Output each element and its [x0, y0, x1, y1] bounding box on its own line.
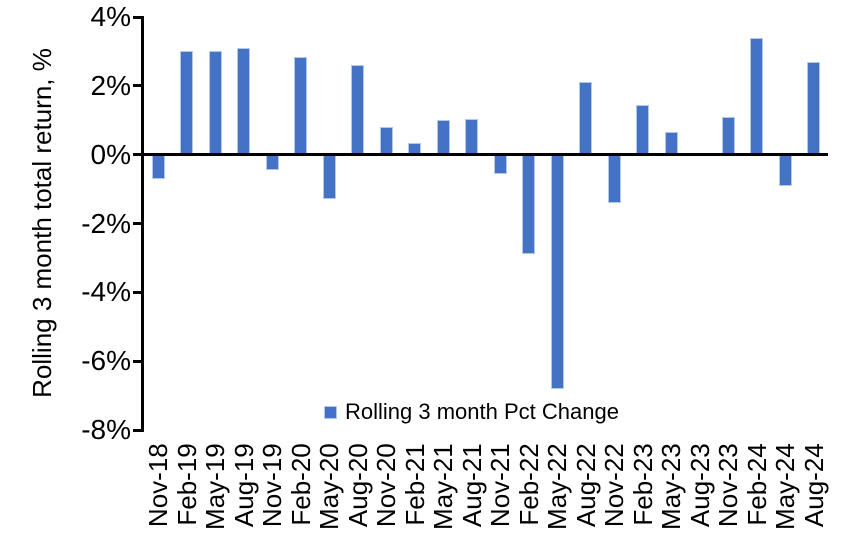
x-label-Feb-22: Feb-22 [513, 443, 544, 526]
bar-May-23 [664, 132, 678, 155]
bar-Aug-20 [351, 65, 365, 155]
legend-label: Rolling 3 month Pct Change [345, 399, 619, 424]
bar-Feb-24 [750, 37, 764, 155]
bar-Feb-19 [180, 51, 194, 155]
x-label-Nov-19: Nov-19 [257, 443, 287, 527]
bar-Feb-22 [522, 154, 536, 255]
x-label-May-21: May-21 [428, 443, 458, 530]
bar-Aug-21 [465, 118, 479, 155]
x-label-Aug-20: Aug-20 [342, 443, 373, 527]
bar-Aug-24 [807, 61, 821, 155]
x-label-Feb-24: Feb-24 [741, 443, 772, 526]
x-label-May-22: May-22 [542, 443, 572, 530]
bar-May-21 [436, 120, 450, 155]
x-label-Feb-20: Feb-20 [285, 443, 316, 526]
y-tick--4% [133, 290, 141, 294]
y-axis-line [141, 15, 144, 432]
bar-Aug-19 [237, 47, 251, 155]
y-label--8%: -8% [81, 414, 131, 445]
x-label-Nov-23: Nov-23 [713, 443, 743, 527]
bar-Feb-23 [636, 104, 650, 155]
bar-Nov-19 [265, 154, 279, 171]
bar-Nov-18 [151, 154, 165, 179]
x-label-Aug-19: Aug-19 [228, 443, 259, 527]
y-tick--2% [133, 222, 141, 225]
x-label-Nov-20: Nov-20 [371, 443, 401, 527]
x-label-May-23: May-23 [656, 443, 686, 530]
y-label--6%: -6% [81, 345, 131, 377]
y-label-0%: 0% [90, 138, 131, 170]
bar-Aug-22 [579, 82, 593, 155]
x-label-Nov-21: Nov-21 [485, 443, 515, 527]
bar-Nov-23 [721, 116, 735, 155]
x-label-May-19: May-19 [200, 443, 230, 530]
y-tick--8% [133, 428, 141, 432]
x-label-Nov-22: Nov-22 [599, 443, 629, 527]
y-tick--6% [133, 359, 141, 363]
x-label-Aug-24: Aug-24 [798, 443, 829, 527]
x-label-Nov-18: Nov-18 [143, 443, 173, 527]
y-tick-4% [133, 15, 141, 19]
x-label-May-24: May-24 [770, 443, 800, 530]
bar-May-20 [322, 154, 336, 200]
legend-swatch-icon [324, 405, 337, 419]
bar-Nov-22 [607, 154, 621, 203]
x-label-Feb-21: Feb-21 [399, 443, 430, 526]
x-axis-zero-line [144, 153, 828, 157]
y-label--4%: -4% [81, 276, 131, 308]
plot-area [133, 15, 828, 432]
legend: Rolling 3 month Pct Change [324, 399, 619, 425]
x-label-Feb-19: Feb-19 [171, 443, 202, 526]
y-label-2%: 2% [90, 69, 131, 101]
x-label-Aug-21: Aug-21 [456, 443, 487, 527]
x-label-May-20: May-20 [314, 443, 344, 530]
bar-May-22 [550, 154, 564, 389]
bar-May-19 [208, 51, 222, 155]
x-label-Aug-23: Aug-23 [684, 443, 715, 527]
y-tick-0% [133, 153, 141, 157]
bar-May-24 [778, 154, 792, 186]
bar-Nov-21 [493, 154, 507, 174]
bar-Feb-20 [294, 56, 308, 155]
bar-Nov-20 [379, 127, 393, 155]
x-label-Feb-23: Feb-23 [627, 443, 658, 526]
y-label--2%: -2% [81, 207, 131, 239]
y-label-4%: 4% [90, 1, 131, 32]
y-tick-2% [133, 84, 141, 88]
x-label-Aug-22: Aug-22 [570, 443, 601, 527]
